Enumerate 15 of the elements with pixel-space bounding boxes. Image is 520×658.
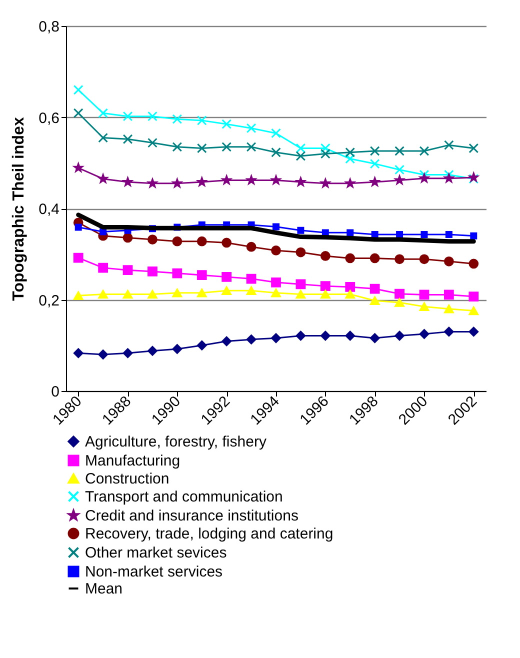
legend-label: Non-market services [85, 564, 223, 580]
y-axis-title: Topographic Theil index [10, 117, 28, 301]
y-tick-label: 0 [51, 384, 60, 400]
legend-label: Recovery, trade, lodging and catering [85, 526, 334, 542]
legend-label: Transport and communication [85, 488, 283, 506]
legend-label: Credit and insurance institutions [85, 508, 298, 524]
legend-label: Manufacturing [85, 452, 180, 470]
y-tick-label: 0,6 [38, 110, 60, 127]
y-tick-label: 0,4 [38, 201, 60, 218]
legend-label: Other market sevices [85, 544, 227, 562]
y-tick-label: 0,2 [38, 292, 60, 310]
y-tick-label: 0,8 [38, 18, 60, 36]
legend-label: Agriculture, forestry, fishery [85, 434, 267, 450]
legend-label: Mean [85, 580, 123, 598]
legend-label: Construction [85, 470, 170, 488]
